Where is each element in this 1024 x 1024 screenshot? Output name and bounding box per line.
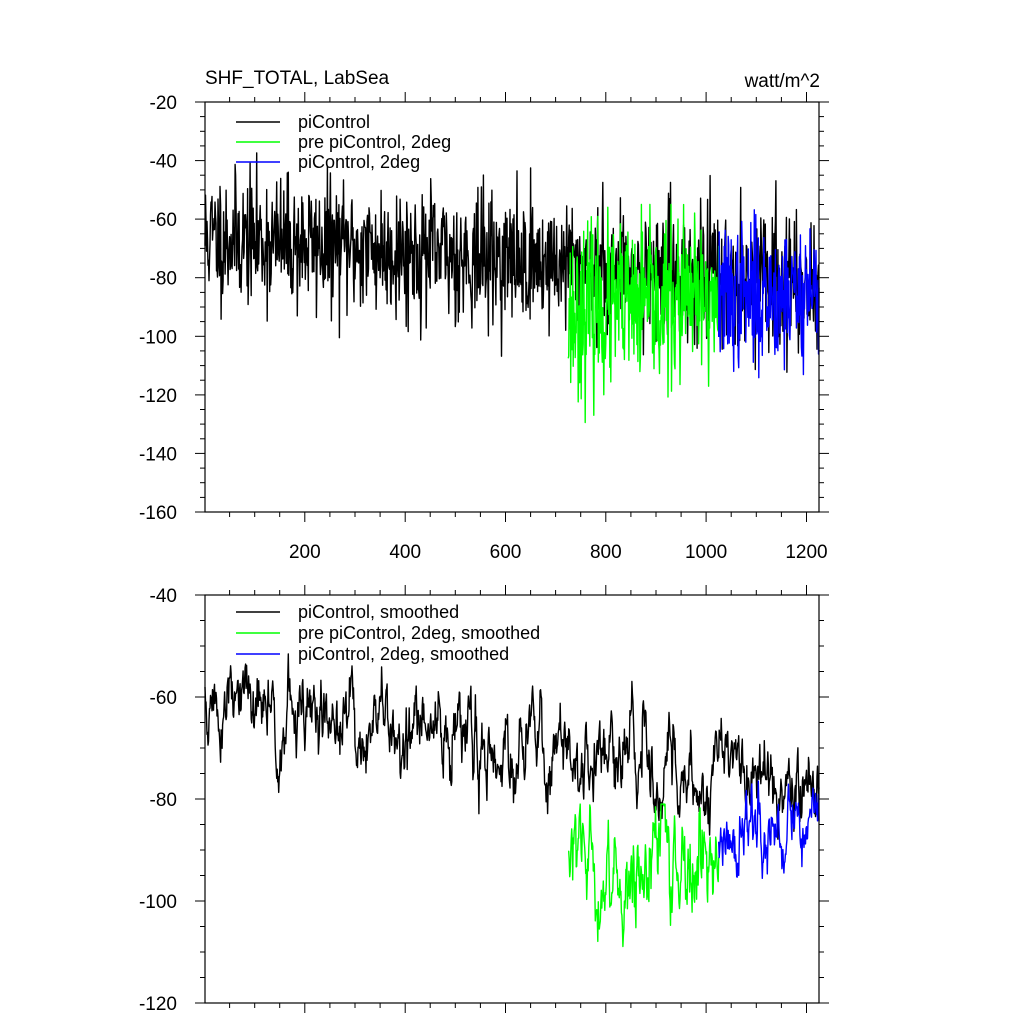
series-line-3 bbox=[718, 780, 820, 879]
y-tick-label: -140 bbox=[139, 444, 177, 465]
legend-label-2: pre piControl, 2deg bbox=[298, 132, 451, 152]
bottom-panel: -40 -60 -80 -100 -120 piControl, smoothedpre… bbox=[139, 585, 829, 1015]
x-tick-label: 600 bbox=[490, 542, 522, 563]
top-axis-ticks bbox=[195, 92, 829, 522]
x-tick-label: 1200 bbox=[785, 542, 827, 563]
y-tick-label: -80 bbox=[150, 790, 177, 811]
x-tick-label: 1000 bbox=[685, 542, 727, 563]
y-tick-label: -160 bbox=[139, 503, 177, 524]
y-tick-label: -80 bbox=[150, 269, 177, 290]
legend-label-3: piControl, 2deg bbox=[298, 152, 420, 172]
top-panel: 200 400 600 800 1000 1200 -20 -40 -60 -80 -100 -120… bbox=[139, 68, 829, 563]
y-tick-label: -60 bbox=[150, 688, 177, 709]
x-tick-label: 800 bbox=[590, 542, 622, 563]
y-tick-label: -100 bbox=[139, 892, 177, 913]
legend-label-3: piControl, 2deg, smoothed bbox=[298, 644, 509, 664]
y-tick-label: -100 bbox=[139, 327, 177, 348]
units-label: watt/m^2 bbox=[744, 71, 820, 92]
y-tick-label: -60 bbox=[150, 210, 177, 231]
top-axis-labels: 200 400 600 800 1000 1200 -20 -40 -60 -80 -100 -120… bbox=[139, 93, 828, 563]
y-tick-label: -20 bbox=[150, 93, 177, 114]
y-tick-label: -40 bbox=[150, 586, 177, 607]
bottom-series-group bbox=[204, 653, 820, 948]
y-tick-label: -40 bbox=[150, 152, 177, 173]
chart-title: SHF_TOTAL, LabSea bbox=[205, 68, 390, 89]
series-line-3 bbox=[718, 209, 820, 379]
y-tick-label: -120 bbox=[139, 994, 177, 1015]
top-series-group bbox=[204, 152, 820, 424]
x-tick-label: 400 bbox=[389, 542, 421, 563]
legend-label-1: piControl bbox=[298, 112, 370, 132]
legend-label-2: pre piControl, 2deg, smoothed bbox=[298, 623, 540, 643]
series-line-2 bbox=[567, 803, 720, 948]
y-tick-label: -120 bbox=[139, 386, 177, 407]
series-line-1 bbox=[204, 653, 820, 840]
legend-label-1: piControl, smoothed bbox=[298, 602, 459, 622]
bottom-axis-ticks bbox=[195, 585, 829, 1013]
x-tick-label: 200 bbox=[289, 542, 321, 563]
series-line-2 bbox=[567, 203, 720, 424]
bottom-axis-labels: -40 -60 -80 -100 -120 bbox=[139, 586, 177, 1015]
